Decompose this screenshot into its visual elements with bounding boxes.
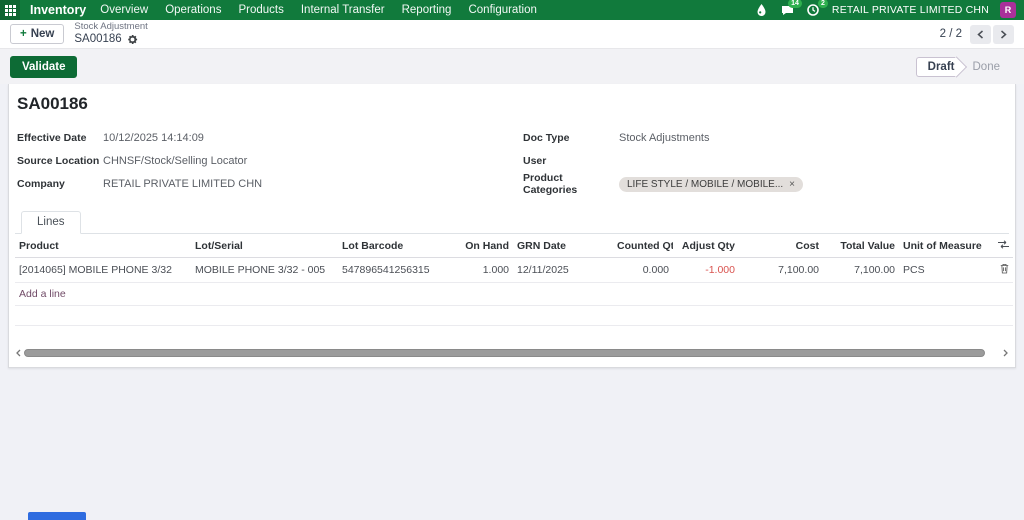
col-adjust-qty[interactable]: Adjust Qty: [673, 234, 739, 258]
state-draft[interactable]: Draft: [915, 56, 957, 77]
new-button-label: New: [30, 28, 55, 40]
col-grn-date[interactable]: GRN Date: [513, 234, 613, 258]
cell-grn-date[interactable]: 12/11/2025: [513, 257, 613, 283]
activities-clock-icon[interactable]: 2: [806, 0, 828, 18]
state-draft-label: Draft: [927, 60, 955, 73]
state-done[interactable]: Done: [972, 60, 1001, 73]
category-tag-label: LIFE STYLE / MOBILE / MOBILE...: [627, 178, 784, 190]
cell-uom[interactable]: PCS: [899, 257, 993, 283]
field-label-product-categories: Product Categories: [523, 172, 578, 196]
field-user[interactable]: [619, 155, 1009, 167]
scrollbar-thumb[interactable]: [24, 349, 986, 357]
activities-badge: 2: [818, 0, 828, 8]
empty-row: [15, 305, 1013, 326]
record-title: SA00186: [17, 94, 88, 113]
menu-products[interactable]: Products: [238, 4, 284, 16]
tag-remove-icon[interactable]: ×: [789, 178, 796, 190]
cell-counted-qty[interactable]: 0.000: [613, 257, 673, 283]
field-doc-type[interactable]: Stock Adjustments: [619, 131, 710, 144]
app-name[interactable]: Inventory: [30, 3, 87, 17]
new-button[interactable]: + New: [10, 24, 65, 44]
blue-artifact: [28, 512, 86, 520]
control-panel: Validate Draft Done: [0, 49, 1024, 84]
field-source-location[interactable]: CHNSF/Stock/Selling Locator: [103, 154, 248, 167]
field-company[interactable]: RETAIL PRIVATE LIMITED CHN: [103, 177, 263, 190]
menu-internal-transfer[interactable]: Internal Transfer: [300, 4, 385, 16]
breadcrumb-bar: + New Stock Adjustment SA00186 2 / 2: [0, 20, 1024, 49]
breadcrumb-current: SA00186: [74, 32, 122, 45]
page-background: [0, 368, 1024, 520]
field-effective-date[interactable]: 10/12/2025 14:14:09: [103, 131, 204, 144]
breadcrumb: Stock Adjustment SA00186: [74, 20, 148, 46]
col-lot-serial[interactable]: Lot/Serial: [191, 234, 338, 258]
cell-cost[interactable]: 7,100.00: [739, 257, 823, 283]
statusbar: Draft Done: [915, 56, 1014, 77]
company-switcher[interactable]: RETAIL PRIVATE LIMITED CHN: [831, 4, 989, 16]
col-product[interactable]: Product: [15, 234, 191, 258]
cell-product[interactable]: [2014065] MOBILE PHONE 3/32: [15, 257, 191, 283]
top-navbar: Inventory Overview Operations Products I…: [0, 0, 1024, 20]
category-tag[interactable]: LIFE STYLE / MOBILE / MOBILE... ×: [619, 176, 804, 192]
chevron-right-icon[interactable]: [993, 24, 1014, 44]
field-label-company: Company: [17, 177, 65, 190]
cell-lot-barcode[interactable]: 547896541256315: [338, 257, 458, 283]
menu-configuration[interactable]: Configuration: [468, 4, 537, 16]
col-cost[interactable]: Cost: [739, 234, 823, 258]
field-label-doc-type: Doc Type: [523, 131, 570, 144]
validate-button[interactable]: Validate: [10, 55, 78, 78]
col-lot-barcode[interactable]: Lot Barcode: [338, 234, 458, 258]
avatar[interactable]: R: [1000, 2, 1016, 18]
messages-badge: 14: [788, 0, 802, 8]
cell-on-hand[interactable]: 1.000: [458, 257, 513, 283]
cell-lot-serial[interactable]: MOBILE PHONE 3/32 - 005: [191, 257, 338, 283]
field-label-source-location: Source Location: [17, 154, 100, 167]
plus-icon: +: [20, 28, 27, 40]
field-groups: Effective Date 10/12/2025 14:14:09 Sourc…: [17, 126, 1009, 196]
apps-grid-icon[interactable]: [0, 0, 20, 20]
field-product-categories[interactable]: LIFE STYLE / MOBILE / MOBILE... ×: [619, 176, 1009, 192]
droplet-icon[interactable]: [754, 3, 769, 18]
col-uom[interactable]: Unit of Measure: [899, 234, 993, 258]
pager: 2 / 2: [939, 24, 1014, 44]
table-header-row: Product Lot/Serial Lot Barcode On Hand G…: [15, 234, 1013, 258]
menu-overview[interactable]: Overview: [100, 4, 149, 16]
gear-icon[interactable]: [127, 34, 138, 45]
col-counted-qty[interactable]: Counted Qty: [613, 234, 673, 258]
scroll-left-arrow[interactable]: [16, 349, 21, 357]
add-a-line[interactable]: Add a line: [15, 282, 1013, 306]
trash-icon[interactable]: [993, 257, 1013, 283]
col-total-value[interactable]: Total Value: [823, 234, 899, 258]
add-a-line-label[interactable]: Add a line: [15, 282, 1013, 306]
field-label-effective-date: Effective Date: [17, 131, 87, 144]
notebook: Lines Product Lot/Serial Lot Barcode On …: [15, 210, 1013, 326]
field-label-user: User: [523, 154, 547, 167]
col-on-hand[interactable]: On Hand: [458, 234, 513, 258]
messages-icon[interactable]: 14: [780, 0, 802, 18]
menu-reporting[interactable]: Reporting: [401, 4, 452, 16]
table-row[interactable]: [2014065] MOBILE PHONE 3/32 MOBILE PHONE…: [15, 257, 1013, 283]
breadcrumb-parent[interactable]: Stock Adjustment: [74, 20, 148, 32]
column-adjust-icon[interactable]: [993, 234, 1013, 258]
cell-adjust-qty[interactable]: -1.000: [673, 257, 739, 283]
tab-lines[interactable]: Lines: [21, 211, 81, 234]
chevron-left-icon[interactable]: [970, 24, 991, 44]
form-sheet: SA00186 Effective Date 10/12/2025 14:14:…: [8, 84, 1016, 368]
menu-operations[interactable]: Operations: [165, 4, 222, 16]
scroll-right-arrow[interactable]: [1003, 349, 1008, 357]
pager-count: 2 / 2: [939, 28, 962, 40]
horizontal-scrollbar[interactable]: [15, 348, 1009, 358]
lines-table: Product Lot/Serial Lot Barcode On Hand G…: [15, 234, 1013, 326]
cell-total-value[interactable]: 7,100.00: [823, 257, 899, 283]
